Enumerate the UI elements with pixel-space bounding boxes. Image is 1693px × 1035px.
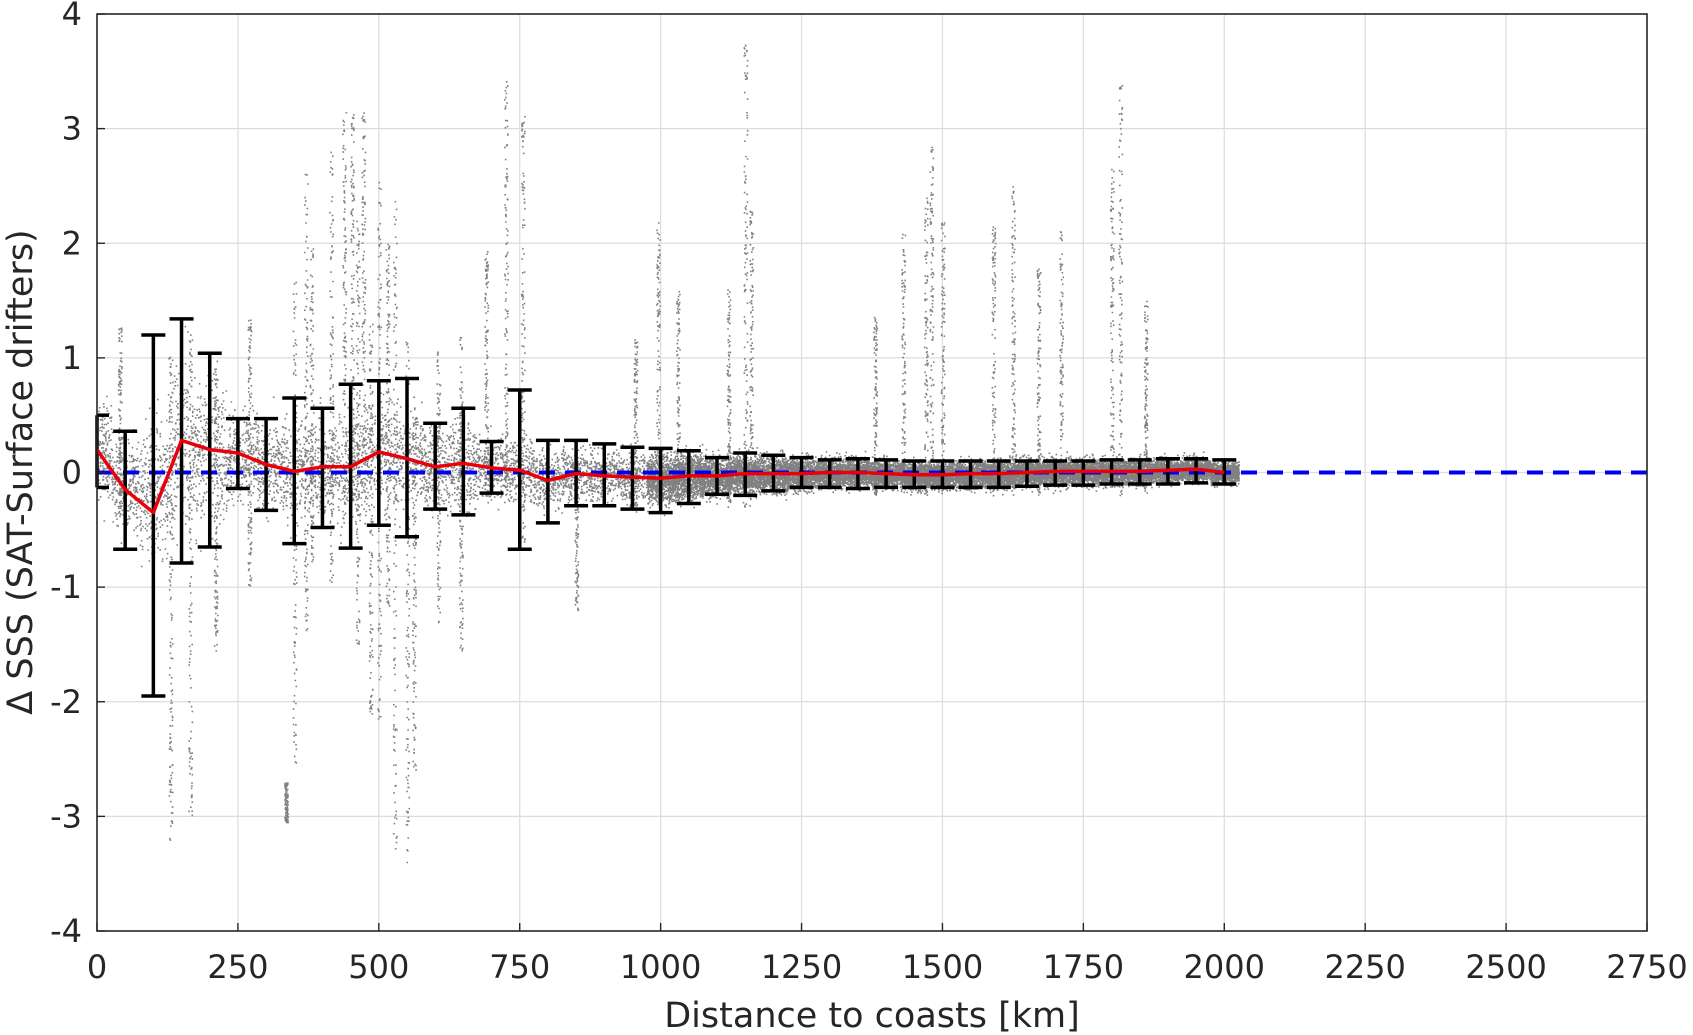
x-axis-label: Distance to coasts [km] bbox=[664, 996, 1080, 1035]
x-tick-label: 1500 bbox=[902, 948, 983, 986]
x-tick-label: 2250 bbox=[1324, 948, 1405, 986]
y-axis-label: Δ SSS (SAT-Surface drifters) bbox=[1, 229, 41, 714]
error-bar bbox=[648, 446, 673, 515]
x-tick-label: 250 bbox=[207, 948, 268, 986]
mean-line bbox=[95, 438, 1225, 515]
y-tick-label: -3 bbox=[50, 797, 82, 835]
error-bar bbox=[141, 333, 166, 698]
x-tick-label: 1750 bbox=[1043, 948, 1124, 986]
x-tick-label: 2500 bbox=[1465, 948, 1546, 986]
x-tick-label: 1000 bbox=[620, 948, 701, 986]
x-axis-ticks: 0 250 500 750 1000 1250 1500 1750 2000 2250 2500 27… bbox=[87, 923, 1688, 986]
x-tick-label: 0 bbox=[87, 948, 107, 986]
y-axis-ticks: -4 -3 -2 -1 0 1 2 3 4 bbox=[50, 0, 105, 950]
y-tick-label: 3 bbox=[62, 110, 82, 148]
x-tick-label: 500 bbox=[348, 948, 409, 986]
y-tick-label: -4 bbox=[50, 912, 82, 950]
x-tick-label: 1250 bbox=[761, 948, 842, 986]
x-tick-label: 750 bbox=[489, 948, 550, 986]
y-tick-label: 2 bbox=[62, 224, 82, 262]
y-tick-label: 0 bbox=[62, 454, 82, 492]
y-tick-label: -2 bbox=[50, 683, 82, 721]
y-tick-label: 4 bbox=[62, 0, 82, 33]
x-tick-label: 2000 bbox=[1184, 948, 1265, 986]
x-tick-label: 2750 bbox=[1606, 948, 1687, 986]
y-tick-label: -1 bbox=[50, 568, 82, 606]
y-tick-label: 1 bbox=[62, 339, 82, 377]
